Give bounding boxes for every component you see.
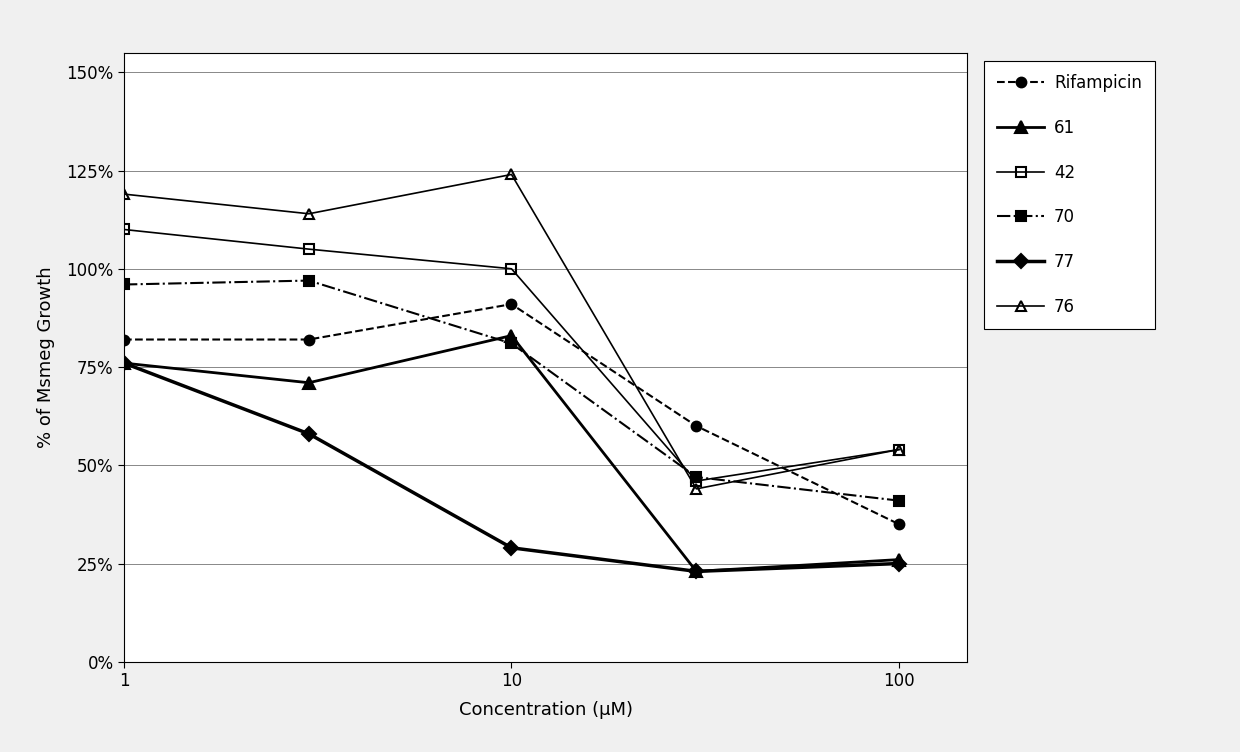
77	[301, 429, 316, 438]
61	[892, 555, 906, 564]
77	[503, 543, 518, 552]
76	[892, 445, 906, 454]
70	[892, 496, 906, 505]
42	[301, 244, 316, 253]
Line: Rifampicin: Rifampicin	[119, 299, 904, 529]
Legend: Rifampicin, 61, 42, 70, 77, 76: Rifampicin, 61, 42, 70, 77, 76	[985, 61, 1156, 329]
77	[892, 559, 906, 568]
61	[301, 378, 316, 387]
42	[689, 477, 704, 486]
Rifampicin	[503, 299, 518, 308]
70	[301, 276, 316, 285]
Rifampicin	[689, 421, 704, 430]
77	[117, 359, 131, 368]
Y-axis label: % of Msmeg Growth: % of Msmeg Growth	[37, 266, 55, 448]
42	[117, 225, 131, 234]
Rifampicin	[117, 335, 131, 344]
61	[689, 567, 704, 576]
42	[503, 264, 518, 273]
77	[689, 567, 704, 576]
42	[892, 445, 906, 454]
Line: 61: 61	[119, 330, 904, 577]
70	[503, 339, 518, 348]
61	[117, 359, 131, 368]
76	[503, 170, 518, 179]
61	[503, 331, 518, 340]
76	[117, 190, 131, 199]
Line: 77: 77	[119, 358, 904, 576]
X-axis label: Concentration (μM): Concentration (μM)	[459, 702, 632, 719]
76	[689, 484, 704, 493]
Rifampicin	[892, 520, 906, 529]
70	[117, 280, 131, 289]
Line: 70: 70	[119, 276, 904, 505]
76	[301, 209, 316, 218]
Rifampicin	[301, 335, 316, 344]
Line: 42: 42	[119, 225, 904, 486]
Line: 76: 76	[119, 170, 904, 494]
70	[689, 472, 704, 481]
